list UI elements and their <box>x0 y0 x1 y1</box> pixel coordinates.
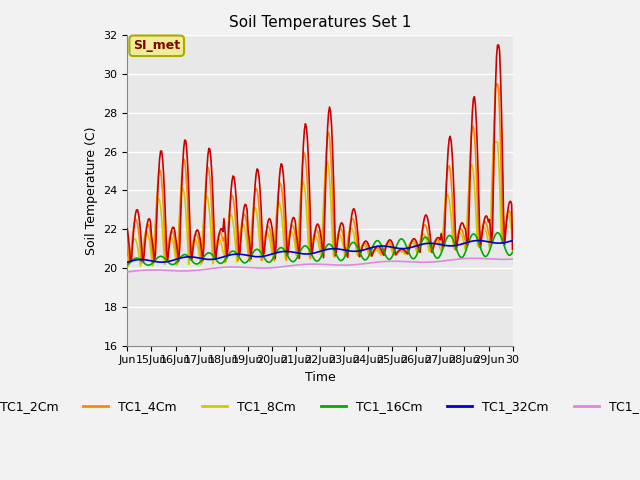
TC1_32Cm <box>322 247 330 252</box>
TC1_4Cm <box>136 248 144 253</box>
TC1_8Cm <box>138 257 145 263</box>
Y-axis label: Soil Temperature (C): Soil Temperature (C) <box>85 126 98 255</box>
TC1_16Cm <box>136 257 144 263</box>
TC1_32Cm <box>136 257 144 263</box>
TC1_16Cm <box>150 259 157 265</box>
TC1_4Cm <box>456 226 464 232</box>
TC1_16Cm <box>399 237 407 242</box>
TC1_50Cm <box>136 267 144 273</box>
TC1_32Cm <box>398 246 406 252</box>
TC1_2Cm <box>508 201 515 207</box>
Line: TC1_4Cm: TC1_4Cm <box>127 84 513 264</box>
TC1_16Cm <box>493 230 501 236</box>
TC1_2Cm <box>124 226 131 232</box>
TC1_8Cm <box>491 139 499 145</box>
TC1_8Cm <box>509 247 516 252</box>
Line: TC1_16Cm: TC1_16Cm <box>127 233 513 265</box>
TC1_4Cm <box>150 261 157 266</box>
TC1_16Cm <box>145 263 152 268</box>
TC1_2Cm <box>456 223 464 228</box>
TC1_32Cm <box>148 258 156 264</box>
Text: SI_met: SI_met <box>133 39 180 52</box>
Line: TC1_2Cm: TC1_2Cm <box>127 45 513 262</box>
TC1_4Cm <box>323 144 330 150</box>
TC1_8Cm <box>456 230 464 236</box>
TC1_8Cm <box>150 249 157 254</box>
TC1_50Cm <box>470 255 477 261</box>
TC1_4Cm <box>508 216 515 222</box>
TC1_50Cm <box>148 267 156 273</box>
TC1_50Cm <box>509 256 516 262</box>
TC1_2Cm <box>150 249 157 254</box>
TC1_50Cm <box>507 256 515 262</box>
TC1_16Cm <box>508 251 515 257</box>
TC1_50Cm <box>124 269 131 275</box>
TC1_4Cm <box>148 252 156 258</box>
Title: Soil Temperatures Set 1: Soil Temperatures Set 1 <box>229 15 411 30</box>
TC1_32Cm <box>124 259 131 265</box>
TC1_16Cm <box>509 249 516 255</box>
TC1_50Cm <box>322 262 330 267</box>
Line: TC1_8Cm: TC1_8Cm <box>127 142 513 266</box>
TC1_16Cm <box>323 243 330 249</box>
Line: TC1_50Cm: TC1_50Cm <box>127 258 513 272</box>
TC1_8Cm <box>508 228 515 233</box>
TC1_4Cm <box>509 247 516 252</box>
TC1_8Cm <box>399 250 407 255</box>
TC1_32Cm <box>509 238 516 243</box>
TC1_16Cm <box>124 262 131 268</box>
TC1_4Cm <box>124 240 131 246</box>
TC1_50Cm <box>398 259 406 264</box>
TC1_4Cm <box>493 81 500 87</box>
TC1_8Cm <box>323 160 330 166</box>
TC1_32Cm <box>456 242 463 248</box>
TC1_8Cm <box>124 254 131 260</box>
TC1_32Cm <box>506 239 513 244</box>
TC1_4Cm <box>399 248 407 253</box>
Line: TC1_32Cm: TC1_32Cm <box>127 240 513 262</box>
TC1_2Cm <box>399 246 407 252</box>
TC1_2Cm <box>509 247 516 252</box>
TC1_2Cm <box>493 42 501 48</box>
X-axis label: Time: Time <box>305 371 335 384</box>
TC1_2Cm <box>140 259 147 264</box>
TC1_50Cm <box>456 256 463 262</box>
TC1_16Cm <box>456 254 464 260</box>
TC1_2Cm <box>136 228 144 234</box>
TC1_8Cm <box>125 264 132 269</box>
TC1_2Cm <box>323 151 330 156</box>
Legend: TC1_2Cm, TC1_4Cm, TC1_8Cm, TC1_16Cm, TC1_32Cm, TC1_50Cm: TC1_2Cm, TC1_4Cm, TC1_8Cm, TC1_16Cm, TC1… <box>0 396 640 418</box>
